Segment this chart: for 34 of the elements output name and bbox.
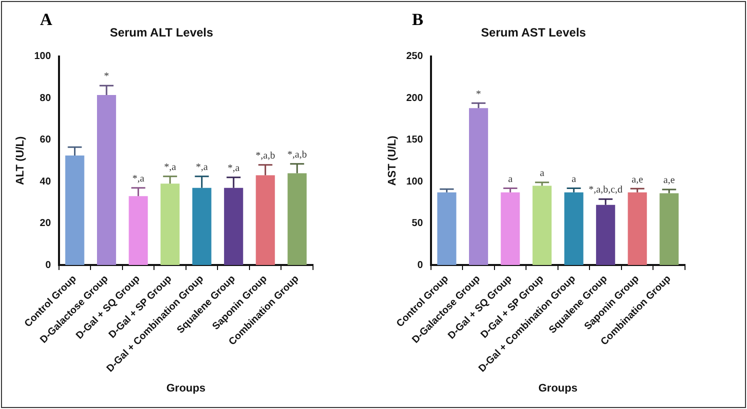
- chart-title: Serum AST Levels: [481, 26, 586, 40]
- y-tick-label: 0: [45, 260, 52, 271]
- text: B: [412, 10, 424, 30]
- y-tick-label: 250: [406, 51, 424, 62]
- x-axis-title: Groups: [166, 382, 206, 394]
- y-tick-label: 50: [412, 218, 424, 230]
- y-axis-title: AST (U/L): [386, 135, 399, 186]
- y-tick-label: 200: [406, 92, 424, 104]
- annotation: a,e: [632, 174, 644, 186]
- y-tick-label: 150: [406, 134, 424, 146]
- annotation: *,a,b,c,d: [588, 184, 623, 196]
- text: A: [40, 10, 52, 30]
- chart-title: Serum ALT Levels: [110, 26, 214, 40]
- y-tick-label: 60: [40, 134, 52, 146]
- y-tick-label: 80: [40, 92, 52, 104]
- y-tick-label: 100: [406, 176, 424, 188]
- annotation: a,e: [663, 175, 676, 186]
- annotation: *,a: [196, 162, 208, 173]
- annotation: *: [104, 71, 110, 82]
- annotation: *,a: [164, 162, 177, 173]
- annotation: *,a,b: [287, 149, 307, 160]
- y-tick-label: 20: [40, 218, 52, 230]
- annotation: *,a: [132, 173, 145, 184]
- y-axis-title: ALT (U/L): [14, 136, 27, 186]
- annotation: *: [476, 88, 482, 100]
- y-tick-label: 40: [40, 176, 52, 188]
- annotation: a: [540, 168, 545, 180]
- y-tick-label: 100: [34, 51, 52, 62]
- annotation: a: [572, 174, 577, 185]
- annotation: a: [508, 174, 514, 185]
- annotation: *,a,b: [256, 150, 276, 162]
- x-axis-title: Groups: [538, 382, 578, 394]
- annotation: *,a: [228, 163, 240, 174]
- y-tick-label: 0: [417, 260, 424, 271]
